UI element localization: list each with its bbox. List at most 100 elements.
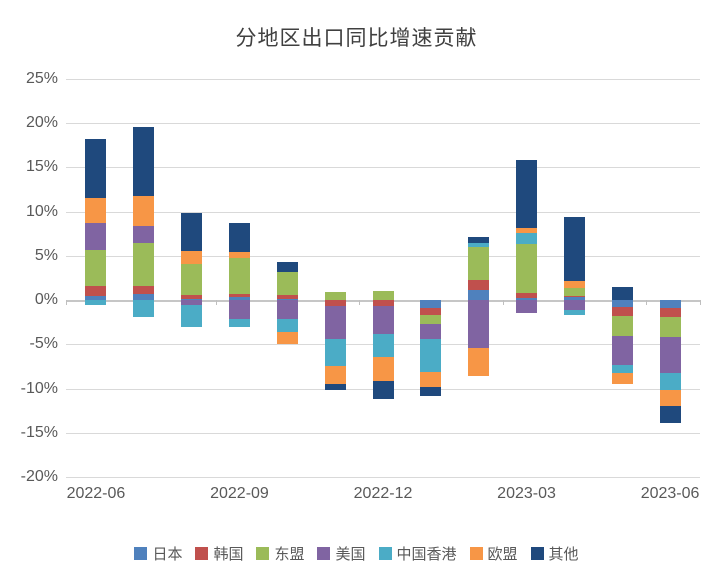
legend: 日本 韩国 东盟 美国 中国香港 欧盟 其他	[0, 543, 713, 564]
legend-swatch-icon	[469, 547, 483, 560]
bar-segment-2023-02-日本	[468, 290, 490, 300]
legend-label: 东盟	[274, 546, 305, 563]
x-axis-label: 2022-12	[353, 485, 413, 502]
bar-segment-2023-02-韩国	[468, 279, 490, 291]
bar-segment-2023-03-其他	[516, 159, 538, 228]
bar-segment-2023-01-其他	[420, 386, 442, 396]
bar-segment-2023-02-欧盟	[468, 348, 490, 376]
bar-segment-2023-02-其他	[468, 236, 490, 243]
bar-segment-2022-12-美国	[372, 306, 394, 334]
bar-segment-2022-07-欧盟	[133, 196, 155, 226]
gridline	[66, 211, 700, 213]
bar-segment-2023-02-美国	[468, 300, 490, 349]
legend-item-日本: 日本	[134, 543, 182, 564]
legend-swatch-icon	[134, 547, 148, 560]
x-axis-label: 2022-09	[210, 485, 269, 502]
bar-segment-2022-06-欧盟	[85, 198, 107, 223]
legend-item-东盟: 东盟	[256, 543, 304, 564]
bar-segment-2022-12-韩国	[372, 300, 394, 307]
bar-segment-2022-09-中国香港	[228, 318, 250, 328]
bar-segment-2022-08-美国	[181, 300, 203, 306]
bar-segment-2023-06-韩国	[659, 307, 681, 317]
bar-segment-2022-06-日本	[85, 296, 107, 300]
bar-segment-2023-01-欧盟	[420, 371, 442, 387]
y-axis-label: 10%	[25, 202, 58, 220]
bar-segment-2022-11-东盟	[324, 292, 346, 300]
y-axis-label: 5%	[34, 246, 58, 264]
bar-segment-2023-06-中国香港	[659, 373, 681, 390]
bar-segment-2022-11-中国香港	[324, 339, 346, 366]
bar-segment-2023-06-欧盟	[659, 389, 681, 406]
legend-swatch-icon	[195, 547, 209, 560]
legend-item-韩国: 韩国	[195, 543, 243, 564]
bar-segment-2022-12-东盟	[372, 290, 394, 300]
bar-segment-2023-04-东盟	[563, 288, 585, 296]
y-axis-label: 0%	[34, 291, 58, 308]
bar-segment-2023-04-其他	[563, 217, 585, 281]
bar-segment-2023-03-欧盟	[516, 227, 538, 234]
legend-item-其他: 其他	[530, 543, 579, 564]
bar-segment-2023-03-韩国	[516, 293, 538, 299]
x-axis-tick	[646, 300, 648, 305]
y-axis-label: -15%	[20, 423, 58, 441]
bar-segment-2022-11-韩国	[324, 300, 346, 307]
bar-segment-2023-04-中国香港	[563, 309, 585, 316]
bar-segment-2023-05-东盟	[611, 316, 633, 337]
bar-segment-2023-01-东盟	[420, 315, 442, 324]
y-axis-label: -20%	[20, 468, 58, 485]
bar-segment-2022-06-东盟	[85, 249, 107, 286]
x-axis-tick	[700, 300, 701, 305]
bar-segment-2023-05-欧盟	[611, 373, 633, 384]
bar-segment-2022-09-韩国	[228, 293, 250, 298]
gridline	[66, 477, 700, 478]
bar-segment-2022-07-中国香港	[133, 300, 155, 317]
bar-segment-2022-08-韩国	[181, 294, 203, 300]
bar-segment-2022-11-欧盟	[324, 365, 346, 384]
y-axis-label: -10%	[20, 379, 58, 397]
legend-swatch-icon	[530, 547, 544, 560]
bar-segment-2022-07-日本	[133, 293, 155, 300]
x-axis-tick	[215, 300, 217, 305]
gridline	[66, 78, 700, 80]
bar-segment-2022-08-欧盟	[181, 251, 203, 264]
bar-segment-2023-04-美国	[563, 300, 585, 310]
bar-segment-2023-05-日本	[611, 300, 633, 307]
x-axis-label: 2023-06	[640, 485, 700, 502]
bar-segment-2022-10-美国	[276, 300, 298, 320]
gridline	[66, 167, 700, 169]
bar-segment-2023-06-其他	[659, 405, 681, 423]
bar-segment-2022-06-中国香港	[85, 300, 107, 306]
legend-item-欧盟: 欧盟	[469, 543, 518, 564]
bar-segment-2023-06-美国	[659, 337, 681, 373]
bar-segment-2023-03-美国	[516, 300, 538, 314]
bar-segment-2023-03-中国香港	[516, 233, 538, 244]
gridline	[66, 123, 700, 124]
bar-segment-2022-06-美国	[85, 223, 107, 250]
legend-label: 日本	[152, 546, 183, 563]
bar-segment-2023-06-东盟	[659, 316, 681, 338]
bar-segment-2023-01-日本	[420, 300, 442, 308]
bar-segment-2022-08-中国香港	[181, 305, 203, 327]
bar-segment-2022-07-韩国	[133, 285, 155, 294]
bar-segment-2022-10-欧盟	[276, 331, 298, 345]
bar-segment-2022-09-日本	[228, 297, 250, 300]
bar-segment-2022-12-其他	[372, 380, 394, 400]
x-axis-tick	[502, 300, 504, 305]
bar-segment-2022-08-东盟	[181, 263, 203, 295]
x-axis-label: 2022-06	[66, 485, 126, 502]
bar-segment-2022-07-美国	[133, 225, 155, 244]
legend-label: 中国香港	[396, 546, 457, 563]
bar-segment-2022-08-日本	[181, 299, 203, 301]
bar-segment-2022-10-日本	[276, 298, 298, 300]
bar-segment-2022-06-其他	[85, 138, 107, 199]
legend-item-美国: 美国	[317, 543, 366, 564]
bar-segment-2023-05-其他	[611, 286, 633, 300]
bar-segment-2022-08-其他	[181, 213, 203, 252]
bar-segment-2022-09-欧盟	[228, 252, 250, 259]
bar-segment-2022-06-韩国	[85, 285, 107, 297]
bar-segment-2023-06-日本	[659, 300, 681, 308]
bar-segment-2022-07-其他	[133, 126, 155, 197]
bar-segment-2023-04-韩国	[563, 295, 585, 298]
